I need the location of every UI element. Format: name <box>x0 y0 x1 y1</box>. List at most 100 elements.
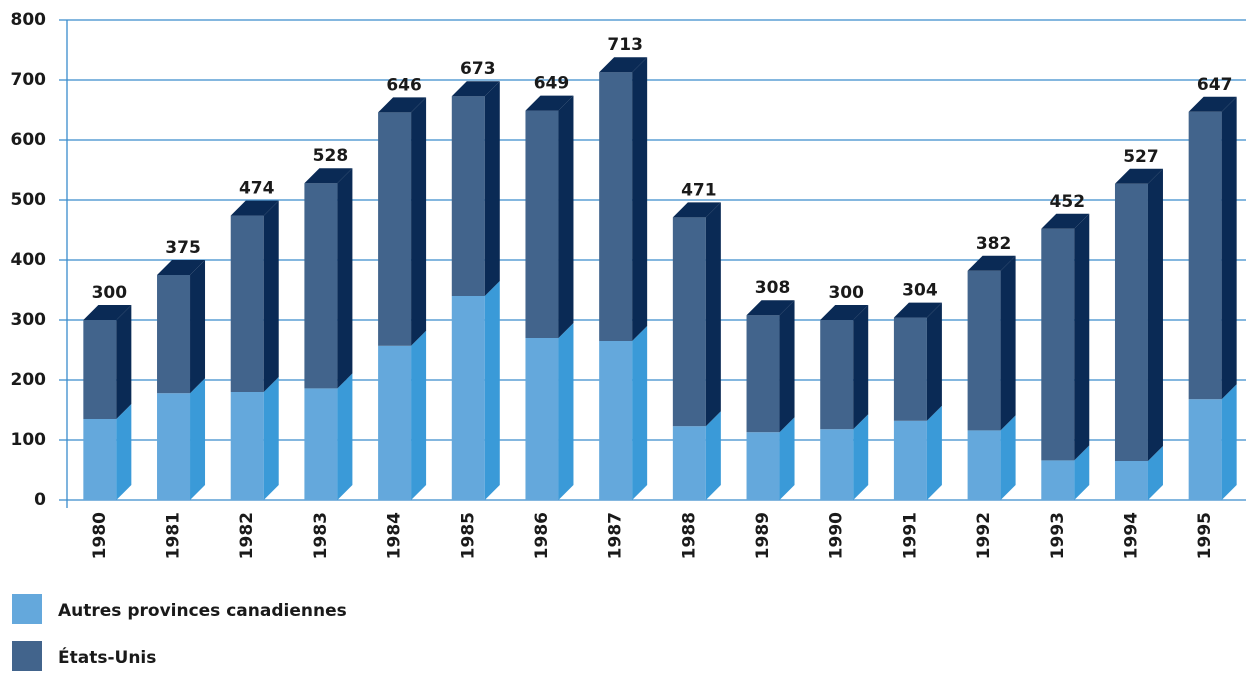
bar-side <box>779 300 795 433</box>
bar-side <box>1000 415 1016 500</box>
x-tick-label: 1982 <box>237 512 257 559</box>
bar-side <box>116 305 132 419</box>
bar-front <box>893 420 927 500</box>
bar-top <box>83 305 132 320</box>
bar-top <box>525 95 574 111</box>
bar-side <box>337 168 353 389</box>
bar-side <box>705 202 721 427</box>
bar-front <box>599 72 633 341</box>
y-tick-label: 400 <box>11 250 47 270</box>
bar-side <box>558 323 574 500</box>
bar-front <box>1188 399 1222 500</box>
bar-side <box>411 97 427 346</box>
total-label: 646 <box>386 75 422 95</box>
x-tick-label: 1987 <box>606 512 626 559</box>
bar-side <box>1147 168 1163 462</box>
bar-side <box>1221 384 1237 500</box>
bar-front <box>83 320 117 419</box>
bar-side <box>779 417 795 500</box>
bar-front <box>820 320 854 430</box>
x-tick-label: 1981 <box>164 512 184 559</box>
total-label: 300 <box>828 283 864 303</box>
bar-side <box>263 200 279 392</box>
total-label: 713 <box>607 35 643 55</box>
bar-top <box>451 81 500 97</box>
total-label: 649 <box>534 74 570 94</box>
x-tick-label: 1994 <box>1121 512 1141 559</box>
bar-front <box>967 270 1001 431</box>
total-label: 375 <box>165 238 201 258</box>
total-label: 382 <box>976 234 1012 254</box>
bar-front <box>230 215 264 392</box>
x-tick-label: 1990 <box>827 512 847 559</box>
total-label: 528 <box>313 146 349 166</box>
bar-side <box>1147 446 1163 500</box>
bar-side <box>484 81 500 296</box>
bar-front <box>304 388 338 500</box>
bar-front <box>451 296 485 500</box>
bar-side <box>337 373 353 500</box>
y-tick-label: 100 <box>11 430 47 450</box>
bar-top <box>1188 96 1237 112</box>
bar-side <box>1000 255 1016 431</box>
y-tick-label: 0 <box>34 490 46 510</box>
bar-top <box>672 202 721 218</box>
x-tick-label: 1980 <box>90 512 110 559</box>
bar-front <box>672 217 706 427</box>
legend-label: Autres provinces canadiennes <box>58 601 347 621</box>
bar-side <box>853 414 869 500</box>
bar-side <box>705 411 721 500</box>
total-label: 474 <box>239 179 275 199</box>
bar-top <box>820 305 869 320</box>
bar-top <box>599 57 648 73</box>
y-tick-label: 800 <box>11 10 47 30</box>
x-tick-label: 1984 <box>385 512 405 559</box>
bar-front <box>230 392 264 500</box>
bar-side <box>632 326 648 500</box>
x-tick-label: 1993 <box>1048 512 1068 559</box>
bar-front <box>378 345 412 500</box>
bar-side <box>926 405 942 500</box>
bar-side <box>190 378 206 500</box>
bar-front <box>157 393 191 500</box>
x-tick-label: 1995 <box>1195 512 1215 559</box>
total-label: 304 <box>902 281 938 301</box>
bar-front <box>967 430 1001 500</box>
total-label: 673 <box>460 59 496 79</box>
bar-front <box>820 429 854 500</box>
bar-top <box>1114 168 1163 184</box>
bar-front <box>746 315 780 433</box>
total-label: 647 <box>1197 75 1233 95</box>
total-label: 471 <box>681 180 717 200</box>
bar-side <box>190 260 206 394</box>
bar-side <box>632 57 648 341</box>
x-tick-label: 1988 <box>679 512 699 559</box>
bar-top <box>746 300 795 316</box>
bar-front <box>672 426 706 500</box>
y-tick-label: 300 <box>11 310 47 330</box>
total-label: 527 <box>1123 147 1159 167</box>
bar-front <box>83 419 117 500</box>
bar-front <box>1041 460 1075 500</box>
bar-side <box>484 281 500 500</box>
bar-top <box>893 302 942 318</box>
bar-front <box>599 341 633 500</box>
bar-top <box>230 200 279 216</box>
bar-front <box>525 110 559 338</box>
bar-top <box>967 255 1016 271</box>
bar-front <box>1114 183 1148 462</box>
bar-side <box>1074 213 1090 461</box>
y-tick-label: 600 <box>11 130 47 150</box>
y-tick-label: 500 <box>11 190 47 210</box>
legend-label: États-Unis <box>58 646 156 668</box>
x-tick-label: 1983 <box>311 512 331 559</box>
bar-top <box>378 97 427 113</box>
x-tick-label: 1989 <box>753 512 773 559</box>
bar-side <box>263 377 279 500</box>
total-label: 300 <box>92 283 128 303</box>
legend-swatch <box>12 641 42 671</box>
bar-front <box>157 275 191 394</box>
y-tick-label: 200 <box>11 370 47 390</box>
bar-side <box>411 330 427 500</box>
